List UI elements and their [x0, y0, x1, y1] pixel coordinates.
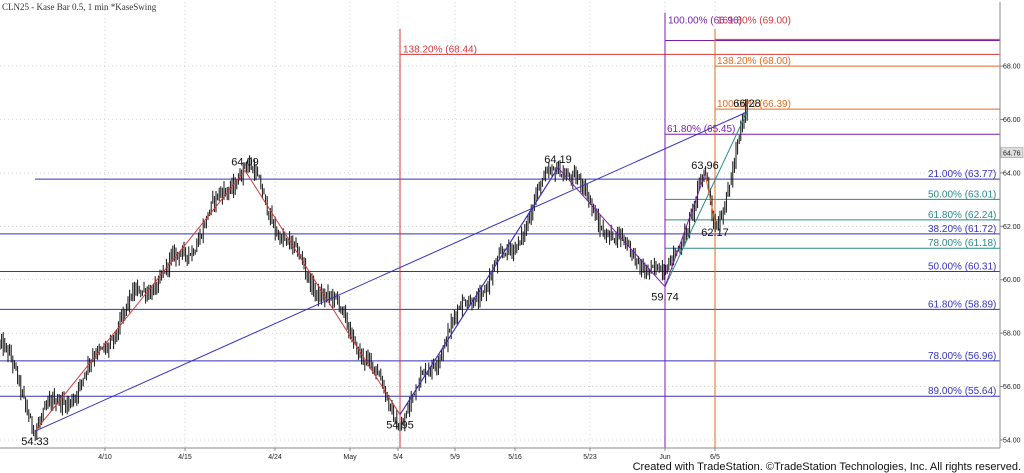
fib-level-label: 100.00% (66.39) — [717, 99, 791, 110]
fib-level-label: 61.80% (65.45) — [667, 124, 735, 135]
x-tick-label: 5/23 — [583, 454, 597, 461]
x-tick-label: 4/15 — [178, 454, 192, 461]
swing-line — [399, 167, 559, 415]
pivot-label: 62.17 — [701, 227, 729, 239]
pivot-label: 64.09 — [231, 157, 259, 169]
y-tick-label: 64.00 — [1003, 170, 1021, 177]
watermark: Created with TradeStation. ©TradeStation… — [633, 461, 1021, 473]
fib-level-label: 78.00% (61.18) — [928, 238, 996, 249]
swing-line — [34, 111, 748, 432]
swing-line — [704, 173, 716, 222]
y-tick-label: 62.00 — [1003, 224, 1021, 231]
fib-level-label: 61.80% (62.24) — [928, 210, 996, 221]
price-bars-layer — [0, 98, 748, 442]
swing-line — [664, 111, 748, 287]
x-tick-label: 5/16 — [508, 454, 522, 461]
fib-level-label: 100.00% (66.96) — [668, 15, 742, 26]
chart-header: CLN25 - Kase Bar 0.5, 1 min *KaseSwing — [2, 2, 157, 12]
y-tick-label: 58.00 — [1003, 331, 1021, 338]
pivot-label: 66.28 — [733, 98, 761, 110]
swing-lines-layer — [34, 111, 748, 432]
fib-level-label: 89.00% (55.64) — [928, 386, 996, 397]
x-tick-label: 6/5 — [710, 454, 720, 461]
y-tick-label: 68.00 — [1003, 64, 1021, 71]
fib-level-label: 78.00% (56.96) — [928, 351, 996, 362]
swing-line — [34, 169, 401, 432]
fib-level-label: 50.00% (63.01) — [928, 189, 996, 200]
fib-level-label: 138.20% (68.44) — [403, 44, 477, 55]
x-tick-label: 5/4 — [393, 454, 403, 461]
x-tick-label: 4/10 — [98, 454, 112, 461]
y-tick-label: 56.00 — [1003, 384, 1021, 391]
pivot-label: 63.96 — [691, 160, 719, 172]
y-tick-label: 66.00 — [1003, 117, 1021, 124]
swing-line — [664, 173, 706, 287]
y-tick-label: 54.00 — [1003, 437, 1021, 444]
pivot-label: 64.19 — [544, 154, 572, 166]
grid-layer — [0, 2, 1000, 448]
last-price-box — [1000, 147, 1024, 158]
y-tick-label: 60.00 — [1003, 277, 1021, 284]
pivot-labels-layer: 54.33 64.09 54.95 64.19 59.74 63.96 62.17 66.28 — [21, 98, 761, 448]
fib-level-label: 21.00% (63.77) — [928, 169, 996, 180]
vertical-lines-layer — [399, 12, 716, 448]
pivot-label: 59.74 — [651, 292, 679, 304]
fib-level-label: 161.80% (69.00) — [717, 15, 791, 26]
x-tick-label: 5/9 — [450, 454, 460, 461]
pivot-label: 54.95 — [386, 420, 414, 432]
fib-level-label: 138.20% (68.00) — [717, 56, 791, 67]
x-tick-label: Jun — [659, 454, 670, 461]
last-price-label: 64.76 — [1003, 151, 1021, 158]
pivot-label: 54.33 — [21, 436, 49, 448]
x-tick-label: 4/24 — [268, 454, 282, 461]
fib-level-label: 61.80% (58.89) — [928, 299, 996, 310]
axes-layer: 54.00 56.00 58.00 60.00 62.00 64.00 66.00 68.00… — [0, 2, 1024, 461]
fib-level-label: 50.00% (60.31) — [928, 261, 996, 272]
x-tick-label: May — [343, 454, 357, 461]
fib-level-label: 38.20% (61.72) — [928, 224, 996, 235]
